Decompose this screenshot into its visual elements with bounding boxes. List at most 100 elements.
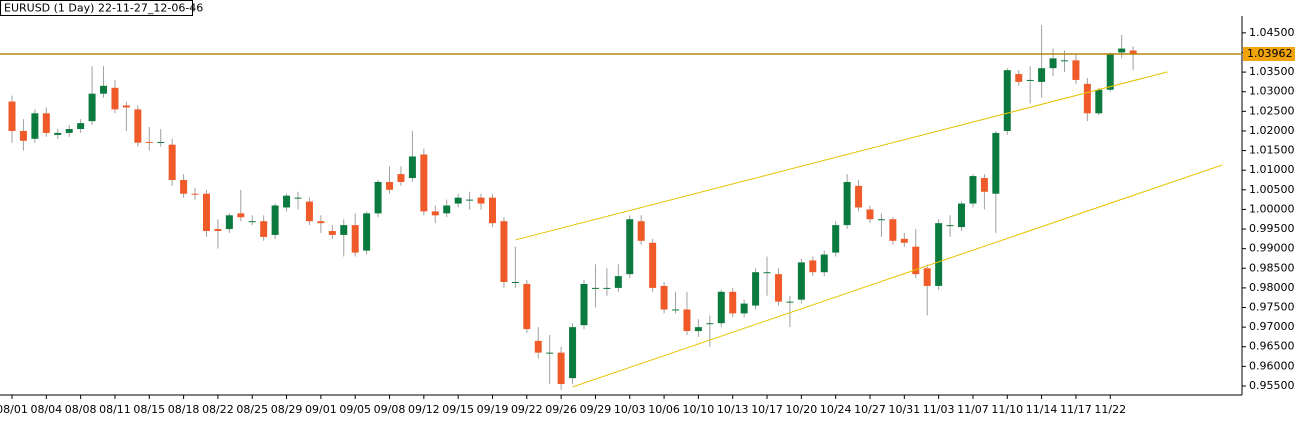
x-tick-label: 09/19 bbox=[477, 403, 509, 416]
candle-body bbox=[843, 181, 851, 226]
y-tick-label: 0.98000 bbox=[1249, 281, 1295, 294]
candle-body bbox=[42, 113, 50, 133]
candle-body bbox=[1015, 74, 1023, 82]
trendline bbox=[572, 164, 1223, 388]
candle-body bbox=[1129, 50, 1137, 54]
y-tick-label: 0.99000 bbox=[1249, 242, 1295, 255]
y-tick-label: 0.96500 bbox=[1249, 340, 1295, 353]
candle-body bbox=[237, 213, 245, 218]
candle-body bbox=[774, 274, 782, 302]
candle-body bbox=[340, 225, 348, 235]
candle-body bbox=[420, 154, 428, 212]
candle-body bbox=[19, 130, 27, 141]
candle-body bbox=[637, 221, 645, 241]
x-tick-label: 11/10 bbox=[991, 403, 1023, 416]
candle-body bbox=[855, 185, 863, 208]
x-tick-label: 09/12 bbox=[408, 403, 440, 416]
candle-body bbox=[809, 260, 817, 273]
candle-body bbox=[717, 291, 725, 324]
candle-body bbox=[65, 128, 73, 133]
x-tick-label: 08/01 bbox=[0, 403, 28, 416]
y-tick-label: 1.02500 bbox=[1249, 104, 1295, 117]
candle-body bbox=[408, 156, 416, 179]
candle-body bbox=[1026, 79, 1034, 81]
candle-body bbox=[832, 225, 840, 253]
candle-body bbox=[363, 213, 371, 251]
y-tick-label: 0.98500 bbox=[1249, 261, 1295, 274]
x-tick-label: 11/14 bbox=[1026, 403, 1058, 416]
candle-body bbox=[1049, 58, 1057, 69]
candle-body bbox=[900, 238, 908, 243]
y-tick-label: 1.01000 bbox=[1249, 163, 1295, 176]
y-tick-label: 0.99500 bbox=[1249, 222, 1295, 235]
candle-body bbox=[820, 254, 828, 273]
x-tick-label: 08/15 bbox=[133, 403, 165, 416]
x-tick-label: 11/17 bbox=[1060, 403, 1092, 416]
candle-body bbox=[557, 352, 565, 385]
candle-body bbox=[157, 141, 165, 143]
y-tick-label: 0.97500 bbox=[1249, 301, 1295, 314]
candle-body bbox=[649, 242, 657, 288]
candle-body bbox=[122, 105, 130, 108]
x-tick-label: 10/31 bbox=[888, 403, 920, 416]
candle-body bbox=[248, 221, 256, 223]
candle-body bbox=[523, 283, 531, 330]
x-tick-label: 08/25 bbox=[236, 403, 268, 416]
candle-body bbox=[88, 93, 96, 122]
candle-body bbox=[992, 132, 1000, 194]
candle-body bbox=[54, 132, 62, 135]
candle-body bbox=[1106, 54, 1114, 90]
candle-body bbox=[958, 203, 966, 228]
y-tick-label: 0.95500 bbox=[1249, 379, 1295, 392]
y-tick-label: 1.00000 bbox=[1249, 202, 1295, 215]
candle-body bbox=[397, 174, 405, 182]
candle-body bbox=[889, 219, 897, 241]
candle-body bbox=[980, 178, 988, 192]
candle-body bbox=[180, 179, 188, 194]
candle-body bbox=[454, 197, 462, 204]
candle-body bbox=[443, 205, 451, 214]
candle-body bbox=[431, 211, 439, 216]
candle-body bbox=[111, 87, 119, 110]
candle-body bbox=[283, 195, 291, 208]
candle-body bbox=[225, 215, 233, 230]
y-tick-label: 1.01500 bbox=[1249, 144, 1295, 157]
y-tick-label: 0.97000 bbox=[1249, 320, 1295, 333]
current-price-label: 1.03962 bbox=[1247, 47, 1293, 60]
candle-body bbox=[317, 221, 325, 224]
x-tick-label: 10/13 bbox=[717, 403, 749, 416]
x-tick-label: 11/22 bbox=[1094, 403, 1126, 416]
candle-body bbox=[260, 221, 268, 237]
candle-body bbox=[374, 181, 382, 214]
candle-body bbox=[328, 231, 336, 235]
x-tick-label: 10/03 bbox=[614, 403, 646, 416]
candle-body bbox=[477, 197, 485, 204]
candle-body bbox=[294, 197, 302, 199]
candle-body bbox=[786, 301, 794, 303]
current-price-tag bbox=[1243, 46, 1295, 61]
x-tick-label: 10/10 bbox=[683, 403, 715, 416]
candle-body bbox=[1072, 60, 1080, 80]
x-tick-label: 08/08 bbox=[65, 403, 97, 416]
title-box bbox=[0, 0, 193, 16]
candle-body bbox=[1060, 60, 1068, 62]
candle-body bbox=[202, 193, 210, 232]
x-tick-label: 11/03 bbox=[923, 403, 955, 416]
x-tick-label: 11/07 bbox=[957, 403, 989, 416]
candle-body bbox=[31, 113, 39, 139]
candle-body bbox=[694, 327, 702, 332]
candle-body bbox=[214, 229, 222, 232]
candle-body bbox=[1083, 83, 1091, 114]
candle-body bbox=[969, 176, 977, 204]
candle-body bbox=[626, 219, 634, 275]
candle-body bbox=[511, 282, 519, 284]
candle-body bbox=[569, 327, 577, 379]
candle-body bbox=[866, 209, 874, 220]
candle-body bbox=[683, 309, 691, 332]
candle-body bbox=[100, 85, 108, 94]
candle-body bbox=[1038, 68, 1046, 82]
candle-body bbox=[500, 221, 508, 283]
candle-body bbox=[797, 262, 805, 300]
x-tick-label: 09/22 bbox=[511, 403, 543, 416]
